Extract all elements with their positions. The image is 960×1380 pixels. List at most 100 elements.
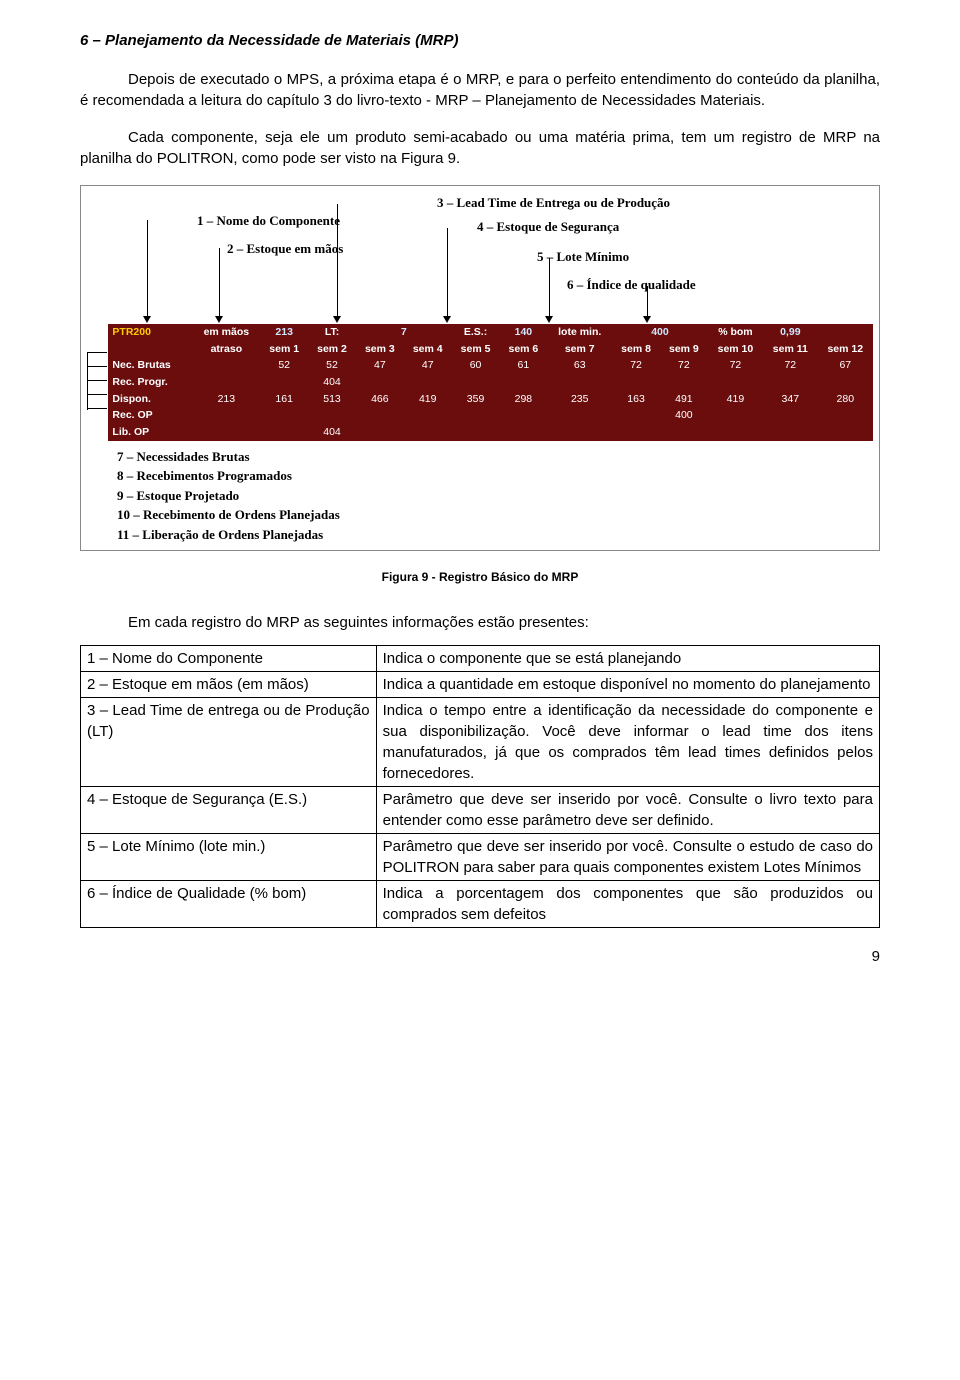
cell <box>708 424 763 441</box>
cell <box>612 424 660 441</box>
def-key: 2 – Estoque em mãos (em mãos) <box>81 672 377 698</box>
cell <box>612 374 660 391</box>
cell: 419 <box>708 391 763 408</box>
cell: 72 <box>612 357 660 374</box>
period-col: atraso <box>192 341 260 358</box>
param-pbom-lbl: % bom <box>708 324 763 341</box>
page-number: 9 <box>80 946 880 967</box>
period-col: sem 9 <box>660 341 708 358</box>
cell: 52 <box>308 357 356 374</box>
annot-line: 11 – Liberação de Ordens Planejadas <box>117 525 873 545</box>
row-label: Nec. Brutas <box>108 357 192 374</box>
row-label: Lib. OP <box>108 424 192 441</box>
param-lote-lbl: lote min. <box>547 324 612 341</box>
paragraph-1: Depois de executado o MPS, a próxima eta… <box>80 69 880 111</box>
period-col: sem 10 <box>708 341 763 358</box>
cell <box>708 374 763 391</box>
cell: 161 <box>260 391 308 408</box>
paragraph-2: Cada componente, seja ele um produto sem… <box>80 127 880 169</box>
cell <box>452 424 500 441</box>
table-row: 2 – Estoque em mãos (em mãos)Indica a qu… <box>81 672 880 698</box>
cell: 63 <box>547 357 612 374</box>
cell <box>192 424 260 441</box>
cell <box>660 424 708 441</box>
cell: 47 <box>404 357 452 374</box>
table-row: 5 – Lote Mínimo (lote min.)Parâmetro que… <box>81 834 880 881</box>
annot-5: 5 – Lote Mínimo <box>537 248 629 266</box>
cell: 280 <box>818 391 873 408</box>
table-row: Rec. Progr.404 <box>108 374 873 391</box>
def-value: Indica a quantidade em estoque disponíve… <box>376 672 879 698</box>
cell: 419 <box>404 391 452 408</box>
cell <box>452 407 500 424</box>
def-key: 3 – Lead Time de entrega ou de Produção … <box>81 698 377 787</box>
figure-top-annotations: 1 – Nome do Componente 2 – Estoque em mã… <box>87 194 873 324</box>
ptr-code: PTR200 <box>108 324 192 341</box>
cell <box>404 424 452 441</box>
cell <box>356 407 404 424</box>
cell: 60 <box>452 357 500 374</box>
figure-bottom-annotations: 7 – Necessidades Brutas8 – Recebimentos … <box>87 441 873 545</box>
cell: 404 <box>308 424 356 441</box>
param-em-maos: 213 <box>260 324 308 341</box>
cell: 47 <box>356 357 404 374</box>
section-title: 6 – Planejamento da Necessidade de Mater… <box>80 30 880 51</box>
cell: 491 <box>660 391 708 408</box>
param-pbom: 0,99 <box>763 324 818 341</box>
cell <box>818 374 873 391</box>
period-col: sem 3 <box>356 341 404 358</box>
def-key: 5 – Lote Mínimo (lote min.) <box>81 834 377 881</box>
cell <box>818 407 873 424</box>
cell <box>763 374 818 391</box>
table-row: 4 – Estoque de Segurança (E.S.)Parâmetro… <box>81 787 880 834</box>
cell <box>192 357 260 374</box>
cell <box>404 374 452 391</box>
period-col: sem 6 <box>499 341 547 358</box>
cell <box>192 374 260 391</box>
cell: 52 <box>260 357 308 374</box>
cell <box>499 374 547 391</box>
cell: 72 <box>708 357 763 374</box>
cell: 213 <box>192 391 260 408</box>
annot-line: 10 – Recebimento de Ordens Planejadas <box>117 505 873 525</box>
period-col: sem 12 <box>818 341 873 358</box>
cell: 72 <box>660 357 708 374</box>
annot-3: 3 – Lead Time de Entrega ou de Produção <box>437 194 670 212</box>
def-value: Parâmetro que deve ser inserido por você… <box>376 834 879 881</box>
cell: 400 <box>660 407 708 424</box>
table-row: Dispon.213161513466419359298235163491419… <box>108 391 873 408</box>
table-row: 3 – Lead Time de entrega ou de Produção … <box>81 698 880 787</box>
figure-9: 1 – Nome do Componente 2 – Estoque em mã… <box>80 185 880 551</box>
period-header-row: atrasosem 1sem 2sem 3sem 4sem 5sem 6sem … <box>108 341 873 358</box>
cell: 67 <box>818 357 873 374</box>
table-row: Lib. OP 404 <box>108 424 873 441</box>
annot-line: 9 – Estoque Projetado <box>117 486 873 506</box>
period-col: sem 5 <box>452 341 500 358</box>
cell <box>612 407 660 424</box>
period-col: sem 4 <box>404 341 452 358</box>
cell <box>452 374 500 391</box>
cell: 359 <box>452 391 500 408</box>
cell <box>763 424 818 441</box>
annot-1: 1 – Nome do Componente <box>197 212 340 230</box>
annot-2: 2 – Estoque em mãos <box>227 240 343 258</box>
cell <box>404 407 452 424</box>
cell <box>547 374 612 391</box>
annot-line: 7 – Necessidades Brutas <box>117 447 873 467</box>
row-label: Rec. OP <box>108 407 192 424</box>
cell <box>260 407 308 424</box>
def-value: Indica a porcentagem dos componentes que… <box>376 881 879 928</box>
period-col: sem 7 <box>547 341 612 358</box>
cell: 298 <box>499 391 547 408</box>
cell: 513 <box>308 391 356 408</box>
param-lt-lbl: LT: <box>308 324 356 341</box>
cell <box>260 424 308 441</box>
cell: 404 <box>308 374 356 391</box>
table-row: 1 – Nome do ComponenteIndica o component… <box>81 646 880 672</box>
definitions-intro: Em cada registro do MRP as seguintes inf… <box>80 612 880 633</box>
cell <box>499 407 547 424</box>
table-row: Rec. OP 400 <box>108 407 873 424</box>
def-value: Parâmetro que deve ser inserido por você… <box>376 787 879 834</box>
param-em-maos-lbl: em mãos <box>192 324 260 341</box>
period-col: sem 1 <box>260 341 308 358</box>
